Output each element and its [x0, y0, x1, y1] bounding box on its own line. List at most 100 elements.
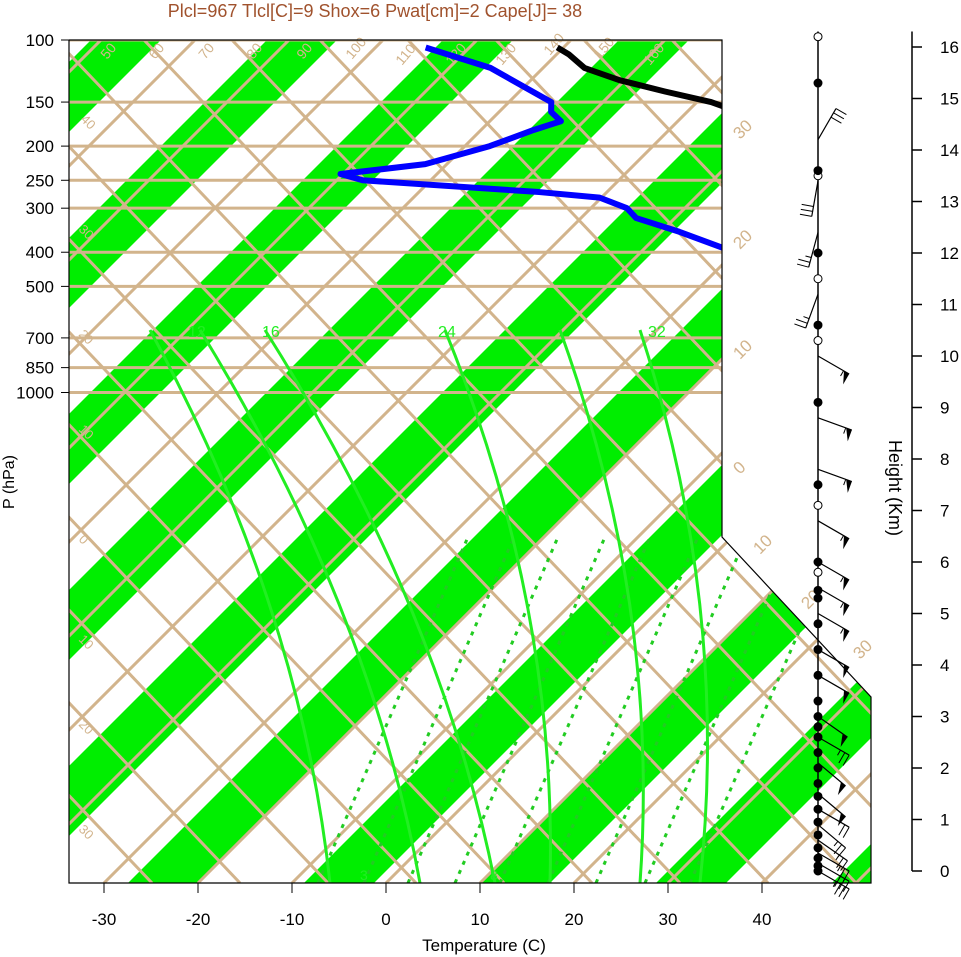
wind-flag: [843, 664, 850, 678]
moist-label: 0: [729, 458, 749, 478]
mixing-ratio-line: [498, 536, 652, 883]
height-tick-label: 13: [940, 193, 959, 212]
mixing-ratio-line: [643, 536, 797, 883]
mixing-ratio-line: [406, 536, 560, 883]
isotherm: [69, 40, 573, 883]
wind-feather: [842, 870, 850, 882]
wind-half-feather: [840, 628, 844, 634]
wind-half-feather: [843, 427, 847, 434]
wind-flag: [843, 371, 850, 385]
wind-barb: [805, 293, 819, 329]
x-tick-label: 30: [659, 910, 678, 929]
height-dot: [813, 778, 823, 788]
wind-flag: [843, 602, 850, 617]
chart-title: Plcl=967 Tlcl[C]=9 Shox=6 Pwat[cm]=2 Cap…: [168, 1, 582, 21]
isotherm: [478, 40, 871, 883]
isotherm: [290, 40, 871, 883]
wind-barb: [817, 561, 850, 581]
height-tick-label: 6: [940, 553, 949, 572]
wind-half-feather: [840, 535, 844, 541]
height-tick-label: 2: [940, 759, 949, 778]
wind-feather: [794, 323, 806, 329]
x-tick-label: -30: [92, 910, 117, 929]
isotherm: [572, 40, 871, 883]
isotherm: [69, 40, 291, 883]
wind-flag: [843, 690, 850, 704]
height-dot: [813, 320, 823, 330]
wind-flag: [843, 577, 850, 591]
wind-feather: [833, 112, 845, 120]
x-tick-label: 40: [753, 910, 772, 929]
wind-feather: [833, 844, 843, 855]
wind-barb: [817, 587, 850, 607]
height-tick-label: 9: [940, 399, 949, 418]
height-tick-label: 0: [940, 862, 949, 881]
dry-adiabat: [69, 40, 242, 883]
height-dot: [813, 817, 823, 827]
wind-barb: [817, 839, 848, 862]
moist-label: 20: [729, 226, 756, 253]
wind-barb: [817, 870, 850, 890]
wind-barb: [808, 232, 819, 268]
moist-adiabat: [443, 329, 552, 883]
mixing-ratio-bottom-label: 3: [360, 867, 368, 883]
height-tick-label: 1: [940, 811, 949, 830]
y-tick-label: 300: [26, 199, 54, 218]
height-tick-label: 7: [940, 502, 949, 521]
wind-feather: [837, 847, 846, 858]
wind-flag: [843, 628, 850, 642]
dry-adiabat: [494, 40, 871, 883]
temperature-profile: [555, 44, 871, 392]
mixing-ratio-label: 16: [262, 324, 280, 341]
dry-adiabat: [582, 40, 871, 883]
moist-label: 10: [749, 531, 776, 558]
wind-flag: [837, 782, 846, 796]
dry-adiabat-label: 110: [392, 40, 419, 68]
y-tick-label: 250: [26, 171, 54, 190]
wind-barb: [817, 852, 850, 872]
wind-feather: [842, 826, 850, 838]
wind-half-feather: [840, 576, 844, 583]
wind-feather: [838, 868, 846, 880]
y-tick-label: 200: [26, 137, 54, 156]
moist-label: 10: [729, 336, 756, 363]
dry-adiabat: [69, 40, 506, 883]
dry-adiabat: [142, 40, 871, 883]
height-tick-label: 16: [940, 38, 959, 57]
height-axis-label: Height (Km): [885, 440, 905, 536]
wind-barb: [817, 108, 837, 140]
mixing-ratio-line: [362, 536, 516, 883]
wind-feather: [842, 888, 850, 900]
wind-half-feather: [843, 479, 847, 486]
height-tick-label: 8: [940, 450, 949, 469]
wind-half-feather: [803, 316, 810, 320]
y-tick-label: 150: [26, 93, 54, 112]
wind-barb: [817, 355, 850, 375]
mixing-ratio-line: [316, 536, 470, 883]
wind-flag: [837, 813, 846, 827]
x-tick-label: -20: [186, 910, 211, 929]
moist-adiabat: [148, 329, 332, 883]
isotherm: [950, 40, 961, 883]
y-tick-label: 850: [26, 359, 54, 378]
wind-half-feather: [832, 881, 837, 887]
wind-barb: [817, 862, 850, 882]
axes: -30 -20 -10 0 10 20 30 401001502002503004005007…: [16, 31, 771, 929]
wind-flag: [843, 535, 850, 550]
x-axis-label: Temperature (C): [422, 936, 546, 955]
moist-adiabat-lines: [148, 329, 709, 883]
x-tick-label: -10: [280, 910, 305, 929]
isotherm: [69, 40, 761, 883]
wind-feather: [835, 108, 847, 115]
y-tick-label: 400: [26, 243, 54, 262]
wind-feather: [834, 883, 841, 895]
moist-label: 30: [729, 116, 756, 143]
dry-adiabat-label: 70: [195, 40, 217, 62]
wind-barb: [817, 468, 853, 483]
isotherm: [196, 40, 871, 883]
wind-feather: [801, 203, 814, 207]
height-dot: [813, 843, 823, 853]
x-tick-label: 10: [471, 910, 490, 929]
sounding-profiles: [337, 44, 871, 392]
